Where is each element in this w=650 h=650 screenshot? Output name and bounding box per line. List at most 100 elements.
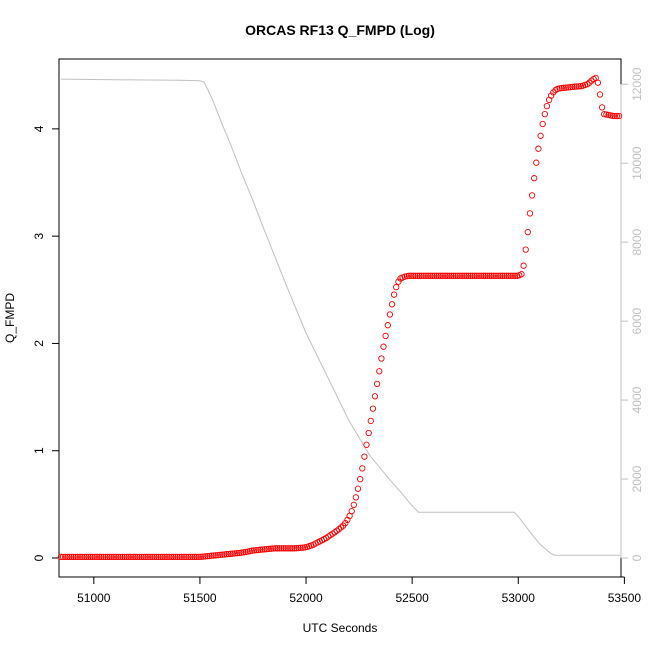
data-point [134, 553, 141, 561]
data-point [475, 272, 483, 279]
data-point [601, 110, 608, 118]
data-point [176, 553, 183, 561]
data-point [543, 102, 551, 110]
data-point [454, 272, 461, 279]
y-axis-label: Q_FMPD [3, 293, 17, 343]
data-point [199, 553, 207, 560]
data-point [129, 553, 137, 561]
data-point [458, 272, 466, 279]
data-point [431, 272, 438, 279]
data-point [174, 553, 181, 561]
data-point [238, 549, 245, 556]
data-point [168, 553, 175, 561]
y-tick-label: 0 [32, 554, 46, 561]
data-point [497, 272, 504, 279]
data-point [289, 545, 296, 552]
data-point [586, 79, 593, 86]
data-point [64, 553, 71, 561]
data-point [269, 545, 277, 552]
data-point [505, 272, 512, 279]
data-point [354, 485, 362, 492]
data-point [467, 272, 474, 279]
data-point [393, 283, 400, 291]
data-point [471, 272, 478, 279]
data-point [132, 553, 139, 561]
data-point [98, 553, 105, 561]
data-point [272, 545, 279, 552]
data-point [361, 453, 368, 460]
data-point [412, 272, 419, 279]
data-point [380, 343, 387, 350]
data-point [388, 301, 396, 308]
data-point [511, 272, 519, 279]
data-point [541, 110, 548, 118]
left-axis: 0 1 2 3 4 [32, 125, 60, 561]
data-point [490, 272, 498, 279]
data-point [231, 550, 239, 557]
data-point [153, 553, 160, 561]
data-point [494, 272, 502, 279]
data-point [221, 551, 228, 558]
data-point [295, 544, 302, 552]
data-point [68, 553, 75, 561]
data-point [463, 272, 470, 279]
data-point [78, 553, 86, 561]
data-point [569, 83, 576, 91]
data-point [157, 553, 164, 561]
data-point [337, 524, 345, 531]
data-point [348, 507, 355, 515]
data-point [106, 553, 113, 561]
data-point [441, 272, 449, 279]
data-point [386, 311, 394, 318]
data-point [291, 545, 298, 552]
data-point [382, 332, 389, 340]
data-point [429, 272, 436, 279]
data-point [267, 545, 275, 552]
data-point [195, 553, 203, 561]
data-point [261, 546, 268, 553]
data-point [596, 91, 604, 98]
data-point [248, 547, 256, 554]
data-point [125, 553, 132, 561]
right-axis: 0 2000 4000 6000 8000 10000 12000 [620, 67, 644, 561]
x-tick-label: 53000 [502, 591, 536, 605]
data-point [216, 551, 224, 559]
data-point [70, 553, 77, 561]
data-point [594, 79, 602, 86]
data-point [100, 553, 107, 561]
data-point [480, 272, 487, 279]
data-point [499, 272, 506, 279]
data-point [161, 553, 169, 561]
data-point [509, 272, 517, 279]
data-point [76, 553, 84, 561]
data-point [531, 175, 538, 182]
data-point [119, 553, 126, 561]
data-point [548, 92, 555, 99]
data-point [609, 112, 616, 119]
data-point [123, 553, 130, 561]
data-point [520, 262, 527, 269]
data-point [140, 553, 147, 561]
data-point [127, 553, 135, 561]
data-point [486, 272, 493, 279]
data-point [448, 272, 455, 279]
series-points [57, 74, 623, 561]
data-point [573, 83, 580, 90]
data-point [444, 272, 451, 279]
data-point [142, 553, 149, 561]
data-point [407, 272, 415, 279]
data-point [95, 553, 103, 561]
x-axis: 51000 51500 52000 52500 53000 53500 [77, 576, 641, 605]
y2-tick-label: 6000 [630, 307, 644, 334]
data-point [138, 553, 145, 561]
y2-tick-label: 12000 [630, 67, 644, 101]
data-point [87, 553, 94, 561]
data-point [121, 553, 128, 561]
data-point [210, 552, 217, 559]
data-point [518, 271, 525, 278]
data-point [81, 553, 88, 561]
data-point [178, 553, 186, 561]
data-point [299, 544, 307, 551]
data-point [286, 545, 294, 552]
data-point [528, 192, 536, 199]
